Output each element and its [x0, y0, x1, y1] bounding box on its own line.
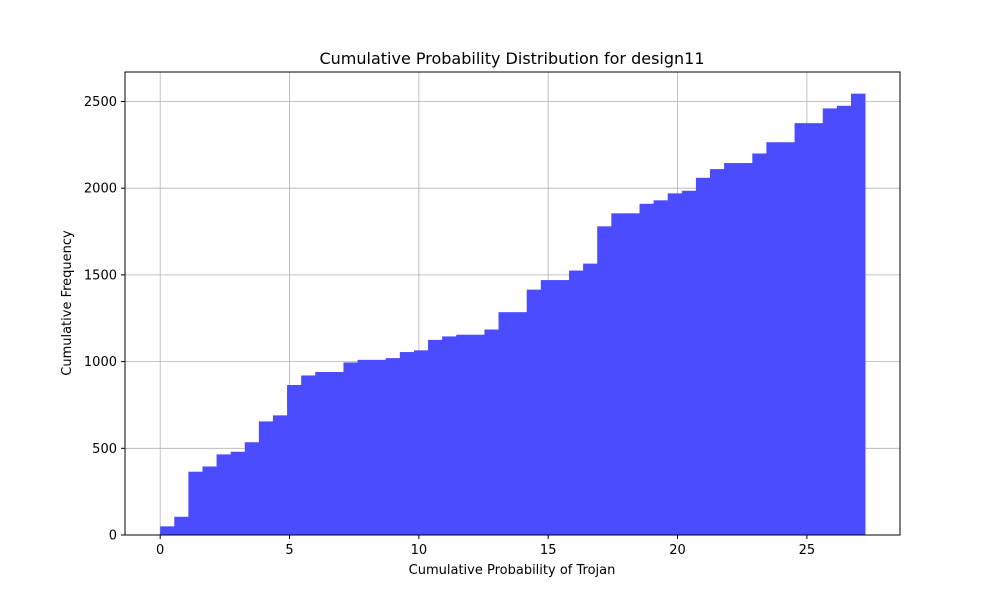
histogram-bar [766, 142, 781, 535]
histogram-bar [230, 451, 246, 535]
x-tick-label: 10 [411, 543, 428, 558]
histogram-bar [780, 142, 795, 535]
histogram-bar [512, 312, 528, 535]
histogram-bar [625, 213, 640, 536]
histogram-bar [738, 163, 753, 536]
histogram-bar [371, 359, 387, 535]
histogram-bar [752, 153, 767, 535]
histogram-bar [202, 466, 217, 535]
histogram-bar [329, 371, 344, 535]
histogram-bar [540, 280, 556, 535]
histogram-bar [667, 193, 683, 535]
histogram-bar [301, 375, 316, 535]
histogram-bar [653, 200, 669, 536]
x-tick-label: 0 [156, 543, 164, 558]
histogram-bar [160, 526, 175, 535]
histogram-bar [569, 270, 584, 535]
histogram-bar [399, 352, 415, 535]
y-ticks: 0 500 1000 1500 2000 2500 [84, 95, 125, 544]
y-tick-label: 500 [92, 442, 117, 457]
histogram-bar [244, 442, 260, 535]
y-tick-label: 2000 [84, 182, 117, 197]
histogram-bar [428, 339, 443, 535]
histogram-bar [836, 105, 852, 535]
histogram-bar [484, 329, 499, 535]
histogram-bar [258, 421, 274, 535]
histogram-bar [554, 280, 570, 535]
x-tick-label: 20 [669, 543, 686, 558]
x-ticks: 0 5 10 15 20 25 [156, 535, 815, 558]
histogram-bar [188, 471, 203, 535]
histogram-bar [343, 362, 358, 535]
y-axis-title: Cumulative Frequency [60, 230, 75, 376]
histogram-bar [287, 385, 302, 535]
histogram-bar [498, 312, 514, 535]
histogram-bar [216, 454, 232, 535]
chart-title: Cumulative Probability Distribution for … [319, 49, 704, 68]
axes [124, 71, 901, 536]
histogram-bar [413, 350, 429, 535]
histogram-bar [385, 358, 401, 535]
histogram-bar [710, 169, 725, 535]
histogram-bar [583, 263, 598, 535]
histogram-bar [526, 289, 542, 535]
y-tick-label: 0 [109, 529, 117, 544]
histogram-bar [456, 334, 471, 535]
axes-frame [124, 71, 901, 536]
x-tick-label: 5 [285, 543, 293, 558]
histogram-bar [470, 334, 485, 535]
y-tick-label: 1000 [84, 355, 117, 370]
y-tick-label: 2500 [84, 95, 117, 110]
histogram-bar [724, 163, 739, 536]
histogram-bar [794, 123, 810, 536]
histogram-bar [639, 203, 655, 535]
histogram-bar [681, 190, 697, 535]
histogram-bar [822, 108, 838, 535]
histogram-bar [315, 371, 330, 535]
histogram-bar [850, 93, 866, 536]
bars [160, 93, 866, 536]
histogram-bar [272, 415, 288, 535]
histogram-bar [597, 226, 612, 536]
y-tick-label: 1500 [84, 268, 117, 283]
histogram-bar [695, 177, 711, 535]
histogram-bar [808, 123, 824, 536]
histogram-bar [611, 213, 626, 536]
histogram-bar [174, 516, 189, 535]
histogram-bar [357, 359, 373, 535]
x-axis-title: Cumulative Probability of Trojan [409, 563, 616, 578]
x-tick-label: 25 [799, 543, 816, 558]
histogram-bar [442, 336, 457, 535]
x-tick-label: 15 [540, 543, 557, 558]
